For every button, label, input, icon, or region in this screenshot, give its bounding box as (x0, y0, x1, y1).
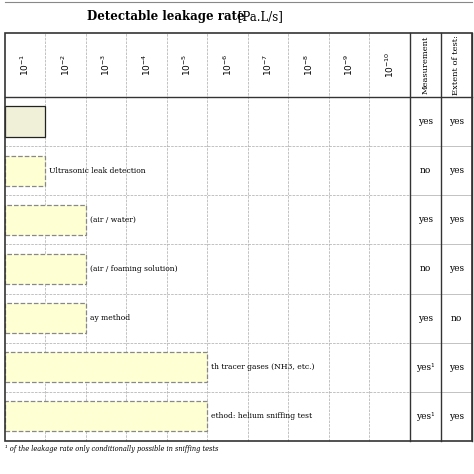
Text: no: no (451, 314, 462, 323)
Text: yes: yes (449, 412, 464, 421)
Bar (5, 352, 207, 383)
Text: $10^{-3}$: $10^{-3}$ (100, 54, 112, 76)
Text: $10^{-6}$: $10^{-6}$ (221, 54, 234, 76)
Text: yes¹: yes¹ (416, 412, 435, 421)
Bar (5, 254, 86, 284)
Text: yes: yes (449, 264, 464, 273)
Text: (air / water): (air / water) (90, 216, 136, 224)
Bar (5, 33, 472, 441)
Bar (5, 303, 86, 333)
Bar (5, 107, 45, 137)
Text: ¹ of the leakage rate only conditionally possible in sniffing tests: ¹ of the leakage rate only conditionally… (5, 445, 218, 453)
Text: $10^{-4}$: $10^{-4}$ (140, 54, 153, 76)
Text: (air / foaming solution): (air / foaming solution) (90, 265, 177, 273)
Text: $10^{-2}$: $10^{-2}$ (59, 54, 72, 76)
Text: th tracer gases (NH3, etc.): th tracer gases (NH3, etc.) (211, 363, 315, 371)
Text: $10^{-10}$: $10^{-10}$ (383, 52, 396, 78)
Text: yes: yes (418, 117, 433, 126)
Text: yes: yes (449, 166, 464, 175)
Text: $10^{-5}$: $10^{-5}$ (181, 54, 193, 76)
Text: Measurement: Measurement (421, 36, 429, 94)
Bar (5, 401, 207, 431)
Text: yes: yes (449, 215, 464, 224)
Text: no: no (420, 166, 431, 175)
Text: ay method: ay method (90, 314, 130, 322)
Text: Detectable leakage rate: Detectable leakage rate (87, 10, 245, 23)
Bar (5, 205, 86, 235)
Text: [Pa.L/s]: [Pa.L/s] (234, 10, 283, 23)
Text: Extent of test:: Extent of test: (452, 35, 460, 95)
Text: yes: yes (449, 117, 464, 126)
Text: yes: yes (418, 215, 433, 224)
Bar (5, 155, 45, 186)
Text: yes¹: yes¹ (416, 363, 435, 372)
Text: no: no (420, 264, 431, 273)
Text: $10^{-7}$: $10^{-7}$ (262, 54, 274, 76)
Text: $10^{-8}$: $10^{-8}$ (302, 54, 315, 76)
Text: ethod: helium sniffing test: ethod: helium sniffing test (211, 412, 312, 420)
Text: $10^{-9}$: $10^{-9}$ (343, 54, 356, 76)
Text: yes: yes (418, 314, 433, 323)
Text: Ultrasonic leak detection: Ultrasonic leak detection (49, 167, 146, 175)
Text: yes: yes (449, 363, 464, 372)
Text: $10^{-1}$: $10^{-1}$ (19, 54, 31, 76)
